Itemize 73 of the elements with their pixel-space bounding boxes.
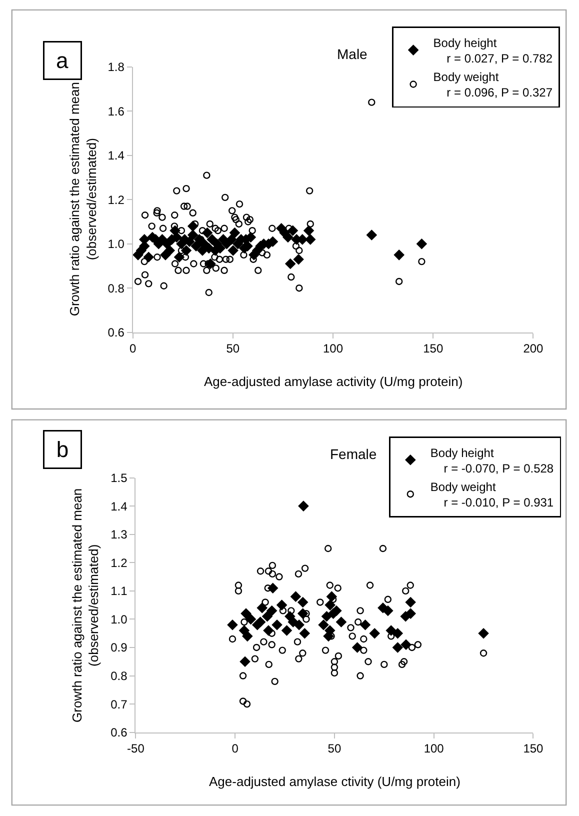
- point: [246, 614, 256, 624]
- legend-label: Body weight r = 0.096, P = 0.327: [433, 70, 553, 100]
- x-tick-label: 150: [523, 742, 544, 756]
- x-tick-label: 0: [232, 742, 239, 756]
- point: [272, 620, 282, 630]
- point: [324, 600, 336, 610]
- point: [328, 608, 338, 619]
- point: [266, 606, 277, 616]
- x-tick-label: 0: [129, 342, 136, 356]
- point: [405, 608, 416, 619]
- y-axis-title: Growth ratio against the estimated mean (observed/estimated): [66, 82, 99, 316]
- point: [478, 628, 489, 638]
- point: [262, 611, 272, 622]
- point: [268, 582, 278, 594]
- point: [352, 642, 362, 653]
- x-tick-label: -50: [127, 742, 145, 756]
- y-tick-label: 1.0: [108, 237, 125, 252]
- point: [299, 628, 310, 638]
- y-tick-label: 0.8: [108, 281, 125, 296]
- legend-label: Body height r = 0.027, P = 0.782: [433, 36, 553, 66]
- chart-title: Female: [330, 446, 377, 462]
- y-axis-title: Growth ratio against the estimated mean (observed/estimated): [69, 488, 102, 722]
- point: [382, 606, 394, 616]
- x-tick-label: 100: [322, 342, 344, 356]
- y-tick-label: 1.5: [110, 470, 128, 485]
- y-tick-label: 1.4: [110, 499, 128, 514]
- y-tick-label: 1.0: [110, 612, 128, 626]
- x-axis-title: Age-adjusted amylase activity (U/mg protein): [204, 374, 463, 389]
- point: [276, 600, 287, 610]
- point: [240, 656, 250, 667]
- point: [294, 620, 304, 630]
- point: [318, 620, 329, 630]
- point: [255, 616, 266, 628]
- y-tick-label: 1.4: [108, 148, 125, 163]
- y-tick-label: 1.2: [108, 192, 125, 207]
- point: [298, 500, 309, 512]
- text: b: [56, 437, 69, 462]
- point: [360, 620, 370, 630]
- point: [290, 591, 301, 602]
- point: [322, 611, 332, 622]
- point: [392, 642, 403, 653]
- y-tick-label: 1.1: [110, 584, 128, 598]
- x-tick-label: 200: [523, 342, 544, 356]
- point: [239, 625, 250, 636]
- point: [369, 628, 380, 638]
- legend-label: Body height r = -0.070, P = 0.528: [430, 446, 554, 476]
- y-tick-label: 0.9: [110, 640, 128, 655]
- x-axis-title: Age-adjusted amylase ctivity (U/mg protein): [209, 774, 460, 789]
- point: [282, 625, 292, 636]
- point: [240, 608, 252, 619]
- point: [392, 628, 403, 638]
- y-tick-label: 0.6: [110, 726, 128, 740]
- y-tick-label: 0.6: [108, 326, 125, 340]
- y-tick-label: 1.6: [108, 104, 125, 118]
- chart-title: Male: [337, 46, 368, 62]
- point: [336, 616, 346, 628]
- x-tick-label: 50: [226, 342, 240, 356]
- point: [242, 631, 253, 642]
- x-tick-label: 100: [424, 742, 444, 756]
- y-tick-label: 0.8: [110, 668, 128, 683]
- point: [405, 597, 416, 608]
- x-tick-label: 150: [423, 342, 444, 356]
- point: [400, 640, 412, 650]
- legend-label: Body weight r = -0.010, P = 0.931: [430, 480, 554, 510]
- x-tick-label: 50: [328, 742, 342, 756]
- y-tick-label: 0.7: [110, 697, 128, 712]
- point: [298, 597, 308, 608]
- text: a: [56, 48, 69, 73]
- y-tick-label: 1.2: [110, 556, 128, 570]
- point: [256, 602, 268, 614]
- y-tick-label: 1.8: [108, 60, 125, 74]
- point: [227, 620, 238, 630]
- y-tick-label: 1.3: [110, 528, 128, 542]
